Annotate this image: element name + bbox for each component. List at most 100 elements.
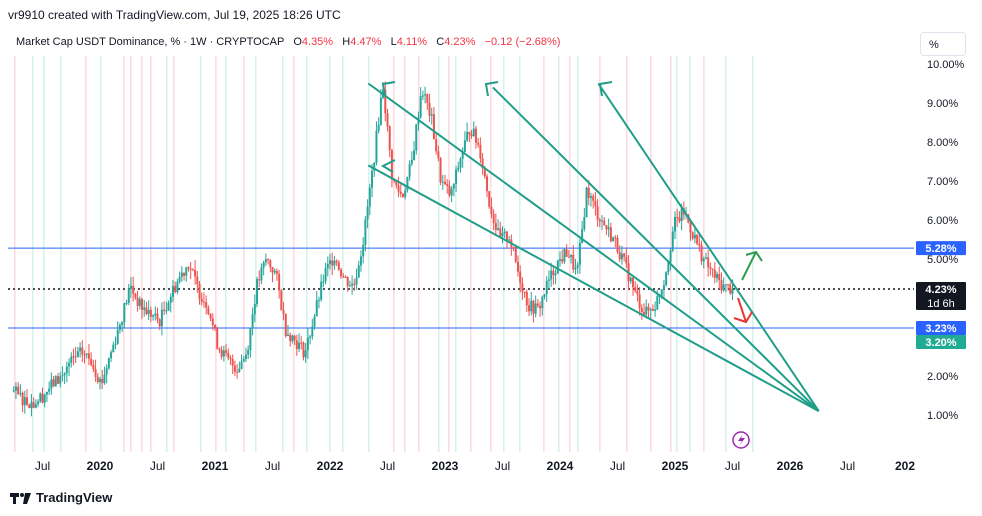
candle-body: [554, 273, 557, 276]
background-band: [123, 56, 125, 452]
candle-body: [282, 310, 285, 314]
candle-body: [28, 404, 31, 409]
y-tick-label: 6.00%: [927, 215, 958, 227]
candle-body: [37, 401, 40, 405]
candle-body: [612, 237, 615, 242]
candle-body: [667, 262, 670, 273]
candle-body: [620, 253, 623, 260]
candle-body: [167, 302, 170, 311]
candle-body: [634, 287, 637, 291]
x-tick-label: Jul: [725, 459, 740, 473]
candle-body: [194, 269, 197, 277]
candle-body: [399, 191, 402, 194]
lightning-icon[interactable]: [732, 431, 750, 449]
candle-body: [127, 288, 130, 303]
change-value: −0.12 (−2.68%): [484, 36, 561, 48]
candle-body: [59, 376, 62, 384]
candle-body: [222, 350, 225, 357]
candle-body: [264, 259, 267, 263]
candle-body: [293, 335, 296, 341]
candle-body: [227, 352, 230, 358]
trendlines-layer[interactable]: [367, 81, 820, 412]
candle-body: [233, 365, 236, 372]
candle-body: [90, 358, 93, 365]
background-band: [282, 56, 284, 452]
price-label-text: 4.23%: [925, 284, 956, 296]
trendline: [367, 164, 820, 412]
candle-body: [324, 268, 327, 282]
candle-body: [461, 151, 464, 159]
candle-body: [678, 217, 681, 222]
x-tick-label: 202: [895, 459, 915, 473]
candle-body: [450, 188, 453, 196]
candle-body: [691, 232, 694, 239]
candle-body: [543, 294, 546, 297]
background-band: [32, 56, 34, 452]
candle-body: [486, 176, 489, 192]
candle-body: [85, 353, 88, 355]
x-axis[interactable]: Jul 2020 Jul 2021 Jul 2022 Jul 2023 Jul 2024 Jul 20…: [35, 459, 916, 473]
candle-body: [589, 196, 592, 198]
y-axis[interactable]: 10.00% 9.00% 8.00% 7.00% 6.00% 5.00% 2.00% 1.00…: [927, 59, 965, 422]
candle-body: [211, 318, 214, 326]
candle-body: [578, 243, 581, 265]
candle-body: [54, 376, 57, 387]
candle-body: [428, 102, 431, 116]
candle-body: [258, 279, 261, 281]
candle-body: [359, 256, 362, 266]
candle-body: [674, 216, 676, 232]
candle-body: [242, 358, 245, 362]
candle-body: [178, 277, 181, 282]
candle-body: [654, 309, 657, 311]
candle-body: [19, 392, 22, 394]
candle-body: [158, 319, 161, 327]
candles-layer: [12, 81, 734, 417]
candle-body: [671, 231, 674, 251]
candle-body: [94, 369, 97, 377]
candle-body: [616, 237, 619, 252]
candle-body: [202, 301, 205, 303]
candle-body: [355, 277, 358, 285]
candle-body: [43, 394, 46, 403]
candle-body: [700, 245, 703, 262]
candle-body: [176, 281, 179, 292]
candle-body: [649, 309, 652, 311]
candle-body: [421, 95, 424, 97]
symbol-title[interactable]: Market Cap USDT Dominance, % · 1W · CRYP…: [16, 36, 285, 48]
candle-body: [415, 124, 418, 151]
background-band: [689, 56, 691, 452]
candle-body: [315, 300, 318, 317]
candle-body: [501, 233, 504, 237]
candle-body: [41, 393, 44, 403]
candle-body: [50, 379, 53, 389]
footer-brand[interactable]: TradingView: [36, 490, 113, 505]
y-tick-label: 2.00%: [927, 371, 958, 383]
candle-body: [348, 285, 351, 287]
background-band: [200, 56, 202, 452]
percent-scale-button[interactable]: %: [920, 32, 966, 56]
candle-body: [238, 368, 241, 372]
trendline-arrowhead: [598, 81, 613, 97]
candle-body: [455, 169, 458, 184]
candle-body: [676, 216, 679, 218]
chart-credit: vr9910 created with TradingView.com, Jul…: [8, 8, 341, 22]
candle-body: [34, 404, 37, 408]
candle-body: [441, 181, 444, 183]
candle-body: [645, 306, 648, 315]
candle-body: [371, 170, 374, 188]
candle-body: [105, 368, 108, 375]
candle-body: [587, 187, 590, 198]
price-label-text: 3.20%: [925, 337, 956, 349]
candle-body: [581, 229, 584, 244]
candle-body: [185, 267, 188, 276]
candle-body: [532, 300, 535, 314]
x-tick-label: 2022: [317, 459, 344, 473]
candle-body: [530, 300, 533, 312]
candle-body: [23, 397, 26, 406]
candle-body: [479, 144, 482, 159]
candle-body: [244, 354, 247, 359]
candle-body: [656, 295, 659, 310]
candle-body: [74, 356, 77, 358]
background-bands: [14, 56, 754, 452]
